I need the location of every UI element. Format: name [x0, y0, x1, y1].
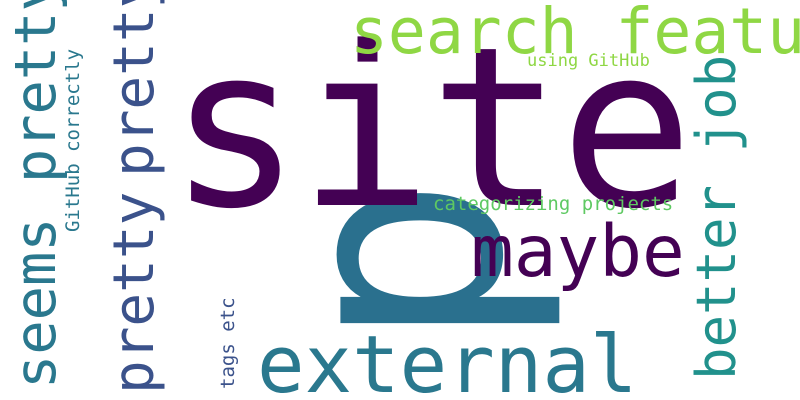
word-pretty: pretty — [102, 191, 167, 394]
word-better-job: better job — [685, 54, 748, 380]
word-pretty-awful: pretty awful — [102, 0, 167, 177]
word-tags-etc: tags etc — [217, 297, 239, 389]
word-categorizing-projects: categorizing projects — [433, 193, 674, 215]
word-using-github: using GitHub — [527, 51, 650, 71]
word-site: site — [168, 0, 694, 258]
word-maybe: maybe — [471, 210, 685, 293]
word-seems-pretty: seems pretty — [3, 0, 69, 389]
word-search-feature: search feature — [350, 0, 800, 68]
word-external: external — [257, 319, 638, 400]
word-github-correctly: GitHub correctly — [62, 48, 84, 232]
